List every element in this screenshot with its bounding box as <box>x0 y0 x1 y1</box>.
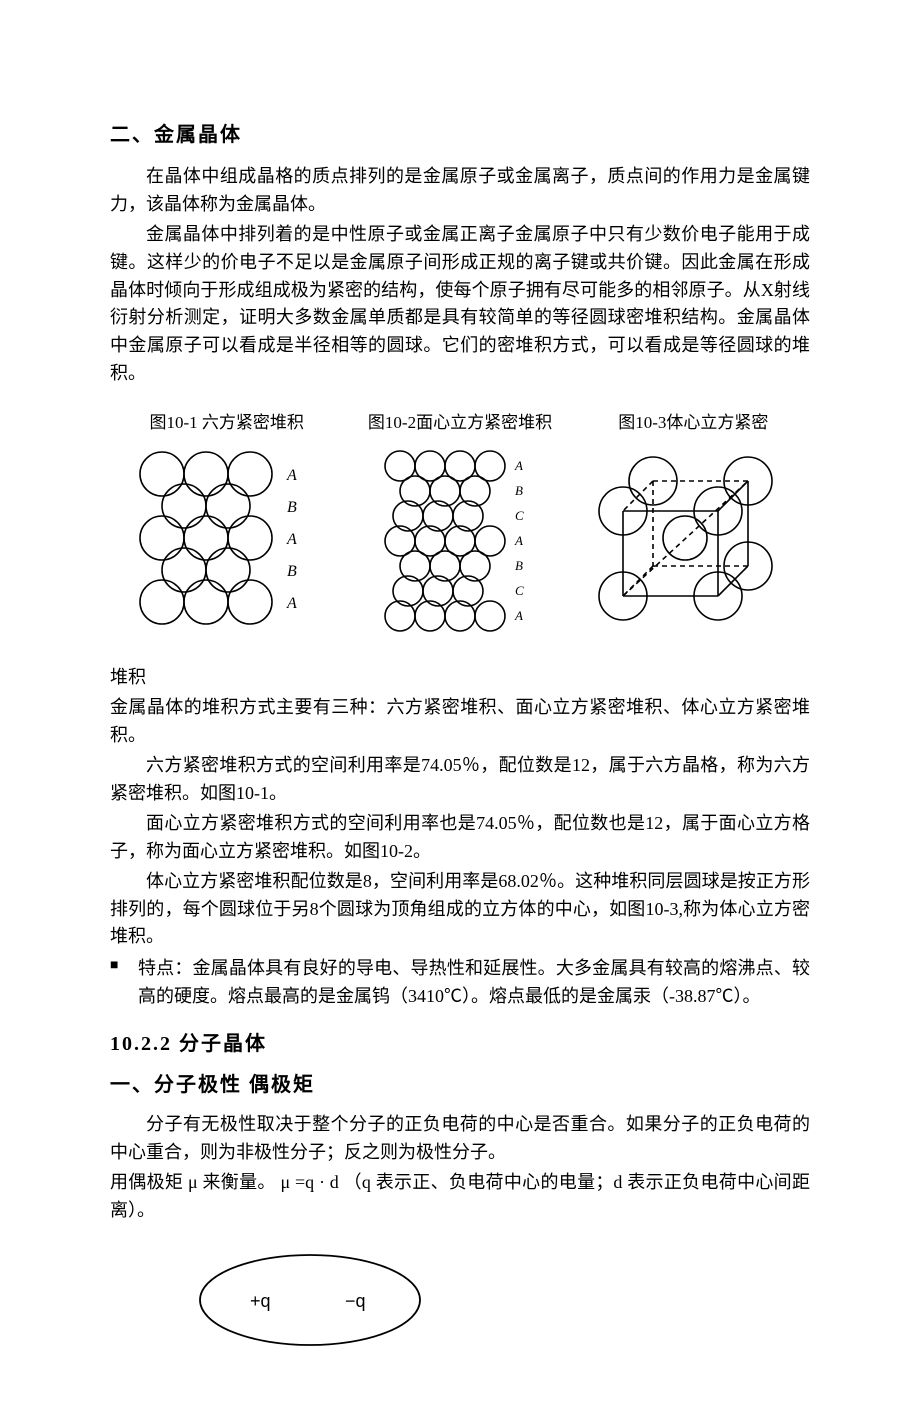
heading-polarity: 一、分子极性 偶极矩 <box>110 1070 810 1101</box>
layer-label: C <box>515 508 524 523</box>
bullet-text: 特点：金属晶体具有良好的导电、导热性和延展性。大多金属具有较高的熔沸点、较高的硬… <box>138 955 810 1011</box>
figure-caption-10-3: 图10-3体心立方紧密 <box>577 410 810 436</box>
paragraph: 分子有无极性取决于整个分子的正负电荷的中心是否重合。如果分子的正负电荷的中心重合… <box>110 1111 810 1167</box>
paragraph: 用偶极矩 μ 来衡量。 μ =q · d （q 表示正、负电荷中心的电量；d 表… <box>110 1169 810 1225</box>
layer-label: A <box>286 595 297 612</box>
paragraph: 堆积 <box>110 664 810 692</box>
page: 二、金属晶体 在晶体中组成晶格的质点排列的是金属原子或金属离子，质点间的作用力是… <box>0 0 920 1415</box>
layer-label: A <box>514 608 523 623</box>
figure-caption-row: 图10-1 六方紧密堆积 图10-2面心立方紧密堆积 图10-3体心立方紧密 <box>110 410 810 436</box>
figure-10-2: A B C A B C A <box>343 446 576 636</box>
dipole-negative: −q <box>345 1291 366 1311</box>
layer-label: B <box>287 563 297 580</box>
paragraph: 体心立方紧密堆积配位数是8，空间利用率是68.02％。这种堆积同层圆球是按正方形… <box>110 868 810 952</box>
dipole-positive: +q <box>250 1291 271 1311</box>
paragraph: 金属晶体的堆积方式主要有三种：六方紧密堆积、面心立方紧密堆积、体心立方紧密堆积。 <box>110 694 810 750</box>
paragraph: 在晶体中组成晶格的质点排列的是金属原子或金属离子，质点间的作用力是金属键力，该晶… <box>110 163 810 219</box>
figure-10-3 <box>577 456 810 626</box>
figure-caption-10-1: 图10-1 六方紧密堆积 <box>110 410 343 436</box>
heading-metal-crystal: 二、金属晶体 <box>110 120 810 151</box>
layer-label: A <box>514 533 523 548</box>
layer-label: A <box>286 467 297 484</box>
figure-caption-10-2: 图10-2面心立方紧密堆积 <box>343 410 576 436</box>
paragraph: 面心立方紧密堆积方式的空间利用率也是74.05％，配位数也是12，属于面心立方格… <box>110 810 810 866</box>
layer-label: C <box>515 583 524 598</box>
heading-10-2-2: 10.2.2 分子晶体 <box>110 1029 810 1060</box>
layer-label: B <box>515 558 523 573</box>
dipole-figure: +q −q <box>180 1245 810 1355</box>
layer-label: B <box>287 499 297 516</box>
paragraph: 六方紧密堆积方式的空间利用率是74.05％，配位数是12，属于六方晶格，称为六方… <box>110 752 810 808</box>
layer-label: A <box>286 531 297 548</box>
bullet-point: ■ 特点：金属晶体具有良好的导电、导热性和延展性。大多金属具有较高的熔沸点、较高… <box>110 955 810 1011</box>
paragraph: 金属晶体中排列着的是中性原子或金属正离子金属原子中只有少数价电子能用于成键。这样… <box>110 221 810 388</box>
figure-row: A B A B A <box>110 446 810 636</box>
layer-label: A <box>514 458 523 473</box>
bullet-icon: ■ <box>110 955 138 1011</box>
layer-label: B <box>515 483 523 498</box>
figure-10-1: A B A B A <box>110 446 343 636</box>
